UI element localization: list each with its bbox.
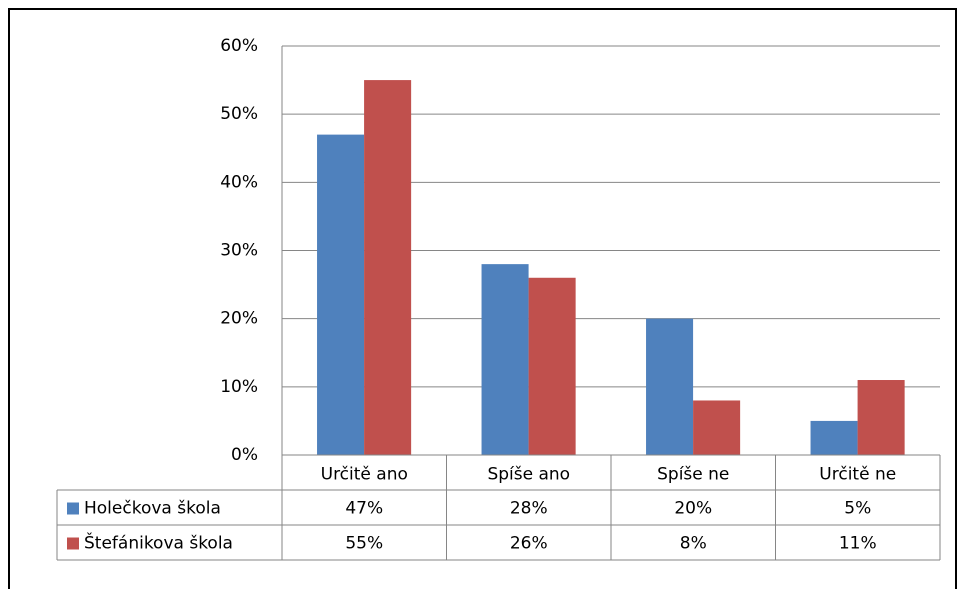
bar — [481, 264, 529, 455]
legend-label: Holečkova škola — [84, 499, 221, 519]
chart-frame — [8, 8, 957, 589]
data-label: 20% — [674, 499, 712, 519]
y-tick-label: 20% — [220, 309, 258, 329]
bar — [810, 420, 858, 455]
legend-key — [67, 537, 79, 550]
x-tick-label: Určitě ne — [819, 465, 896, 485]
y-tick-label: 50% — [220, 104, 258, 124]
data-label: 26% — [510, 534, 548, 554]
legend-key — [67, 502, 79, 515]
bar — [364, 80, 412, 455]
x-tick-label: Určitě ano — [321, 465, 408, 485]
bar — [646, 318, 694, 455]
y-tick-label: 30% — [220, 241, 258, 261]
data-label: 55% — [345, 534, 383, 554]
data-label: 11% — [839, 534, 877, 554]
x-tick-label: Spíše ano — [487, 465, 570, 485]
y-tick-label: 10% — [220, 377, 258, 397]
legend-label: Štefánikova škola — [84, 532, 233, 554]
y-tick-label: 0% — [231, 445, 258, 465]
bar — [528, 277, 576, 455]
data-label: 8% — [680, 534, 707, 554]
x-tick-label: Spíše ne — [657, 465, 729, 485]
data-label: 47% — [345, 499, 383, 519]
bar — [693, 400, 741, 455]
bar — [317, 134, 365, 455]
data-label: 28% — [510, 499, 548, 519]
y-tick-label: 40% — [220, 172, 258, 192]
bar — [857, 380, 905, 455]
y-tick-label: 60% — [220, 36, 258, 56]
data-label: 5% — [844, 499, 871, 519]
